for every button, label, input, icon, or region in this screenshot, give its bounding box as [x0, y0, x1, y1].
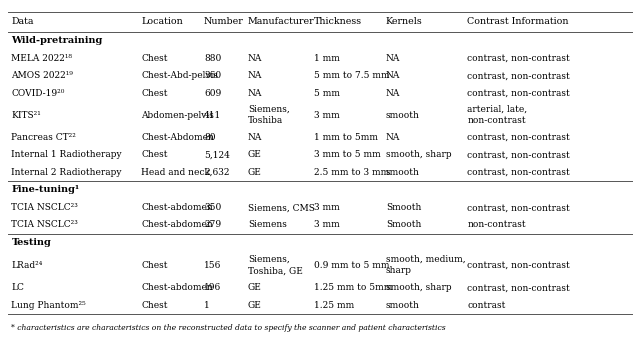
- Text: Chest-Abd-pelvis: Chest-Abd-pelvis: [141, 71, 218, 80]
- Text: NA: NA: [248, 71, 262, 80]
- Text: Internal 2 Radiotherapy: Internal 2 Radiotherapy: [12, 168, 122, 177]
- Text: 1.25 mm: 1.25 mm: [314, 301, 354, 310]
- Text: 360: 360: [204, 71, 221, 80]
- Text: Head and neck: Head and neck: [141, 168, 210, 177]
- Text: non-contrast: non-contrast: [467, 220, 526, 230]
- Text: smooth: smooth: [386, 111, 420, 120]
- Text: Chest-Abdomen: Chest-Abdomen: [141, 133, 214, 142]
- Text: LRad²⁴: LRad²⁴: [12, 261, 43, 270]
- Text: contrast: contrast: [467, 301, 506, 310]
- Text: contrast, non-contrast: contrast, non-contrast: [467, 133, 570, 142]
- Text: Smooth: Smooth: [386, 203, 421, 212]
- Text: 1.25 mm to 5mm: 1.25 mm to 5mm: [314, 283, 392, 292]
- Text: 80: 80: [204, 133, 216, 142]
- Text: 3 mm: 3 mm: [314, 220, 339, 230]
- Text: 350: 350: [204, 203, 221, 212]
- Text: smooth, sharp: smooth, sharp: [386, 151, 451, 159]
- Text: Chest: Chest: [141, 301, 168, 310]
- Text: Data: Data: [12, 17, 34, 26]
- Text: Chest: Chest: [141, 54, 168, 63]
- Text: contrast, non-contrast: contrast, non-contrast: [467, 261, 570, 270]
- Text: 1: 1: [204, 301, 210, 310]
- Text: Chest-abdomen: Chest-abdomen: [141, 283, 213, 292]
- Text: Chest: Chest: [141, 261, 168, 270]
- Text: GE: GE: [248, 168, 262, 177]
- Text: NA: NA: [386, 54, 400, 63]
- Text: Wild-pretraining: Wild-pretraining: [12, 36, 103, 45]
- Text: Smooth: Smooth: [386, 220, 421, 230]
- Text: COVID-19²⁰: COVID-19²⁰: [12, 88, 65, 98]
- Text: AMOS 2022¹⁹: AMOS 2022¹⁹: [12, 71, 74, 80]
- Text: 0.9 mm to 5 mm: 0.9 mm to 5 mm: [314, 261, 389, 270]
- Text: Lung Phantom²⁵: Lung Phantom²⁵: [12, 301, 86, 310]
- Text: Location: Location: [141, 17, 183, 26]
- Text: 196: 196: [204, 283, 221, 292]
- Text: Manufacturer: Manufacturer: [248, 17, 314, 26]
- Text: NA: NA: [248, 133, 262, 142]
- Text: contrast, non-contrast: contrast, non-contrast: [467, 168, 570, 177]
- Text: 2.5 mm to 3 mm: 2.5 mm to 3 mm: [314, 168, 389, 177]
- Text: 411: 411: [204, 111, 221, 120]
- Text: NA: NA: [386, 71, 400, 80]
- Text: Chest-abdomen: Chest-abdomen: [141, 203, 213, 212]
- Text: Thickness: Thickness: [314, 17, 362, 26]
- Text: 2,632: 2,632: [204, 168, 230, 177]
- Text: 5 mm to 7.5 mm: 5 mm to 7.5 mm: [314, 71, 389, 80]
- Text: LC: LC: [12, 283, 24, 292]
- Text: 5,124: 5,124: [204, 151, 230, 159]
- Text: Pancreas CT²²: Pancreas CT²²: [12, 133, 76, 142]
- Text: KITS²¹: KITS²¹: [12, 111, 41, 120]
- Text: Kernels: Kernels: [386, 17, 422, 26]
- Text: contrast, non-contrast: contrast, non-contrast: [467, 88, 570, 98]
- Text: contrast, non-contrast: contrast, non-contrast: [467, 71, 570, 80]
- Text: TCIA NSCLC²³: TCIA NSCLC²³: [12, 203, 78, 212]
- Text: Number: Number: [204, 17, 244, 26]
- Text: 3 mm: 3 mm: [314, 111, 339, 120]
- Text: contrast, non-contrast: contrast, non-contrast: [467, 283, 570, 292]
- Text: NA: NA: [248, 88, 262, 98]
- Text: NA: NA: [386, 88, 400, 98]
- Text: Toshiba, GE: Toshiba, GE: [248, 266, 303, 276]
- Text: Abdomen-pelvis: Abdomen-pelvis: [141, 111, 214, 120]
- Text: NA: NA: [248, 54, 262, 63]
- Text: contrast, non-contrast: contrast, non-contrast: [467, 151, 570, 159]
- Text: Chest: Chest: [141, 88, 168, 98]
- Text: Contrast Information: Contrast Information: [467, 17, 569, 26]
- Text: 3 mm to 5 mm: 3 mm to 5 mm: [314, 151, 380, 159]
- Text: non-contrast: non-contrast: [467, 116, 526, 125]
- Text: Fine-tuning¹: Fine-tuning¹: [12, 185, 79, 195]
- Text: arterial, late,: arterial, late,: [467, 105, 527, 114]
- Text: 1 mm: 1 mm: [314, 54, 340, 63]
- Text: Testing: Testing: [12, 238, 51, 247]
- Text: Siemens: Siemens: [248, 220, 287, 230]
- Text: sharp: sharp: [386, 266, 412, 276]
- Text: MELA 2022¹⁸: MELA 2022¹⁸: [12, 54, 72, 63]
- Text: GE: GE: [248, 151, 262, 159]
- Text: contrast, non-contrast: contrast, non-contrast: [467, 54, 570, 63]
- Text: 3 mm: 3 mm: [314, 203, 339, 212]
- Text: Toshiba: Toshiba: [248, 116, 283, 125]
- Text: Siemens,: Siemens,: [248, 255, 290, 264]
- Text: Siemens,: Siemens,: [248, 105, 290, 114]
- Text: Chest: Chest: [141, 151, 168, 159]
- Text: GE: GE: [248, 283, 262, 292]
- Text: Siemens, CMS: Siemens, CMS: [248, 203, 315, 212]
- Text: Chest-abdomen: Chest-abdomen: [141, 220, 213, 230]
- Text: 5 mm: 5 mm: [314, 88, 340, 98]
- Text: GE: GE: [248, 301, 262, 310]
- Text: contrast, non-contrast: contrast, non-contrast: [467, 203, 570, 212]
- Text: * characteristics are characteristics on the reconstructed data to specify the s: * characteristics are characteristics on…: [12, 324, 446, 332]
- Text: 1 mm to 5mm: 1 mm to 5mm: [314, 133, 378, 142]
- Text: 609: 609: [204, 88, 221, 98]
- Text: Internal 1 Radiotherapy: Internal 1 Radiotherapy: [12, 151, 122, 159]
- Text: smooth: smooth: [386, 301, 420, 310]
- Text: smooth, sharp: smooth, sharp: [386, 283, 451, 292]
- Text: NA: NA: [386, 133, 400, 142]
- Text: 880: 880: [204, 54, 221, 63]
- Text: TCIA NSCLC²³: TCIA NSCLC²³: [12, 220, 78, 230]
- Text: smooth: smooth: [386, 168, 420, 177]
- Text: 156: 156: [204, 261, 221, 270]
- Text: smooth, medium,: smooth, medium,: [386, 255, 465, 264]
- Text: 279: 279: [204, 220, 221, 230]
